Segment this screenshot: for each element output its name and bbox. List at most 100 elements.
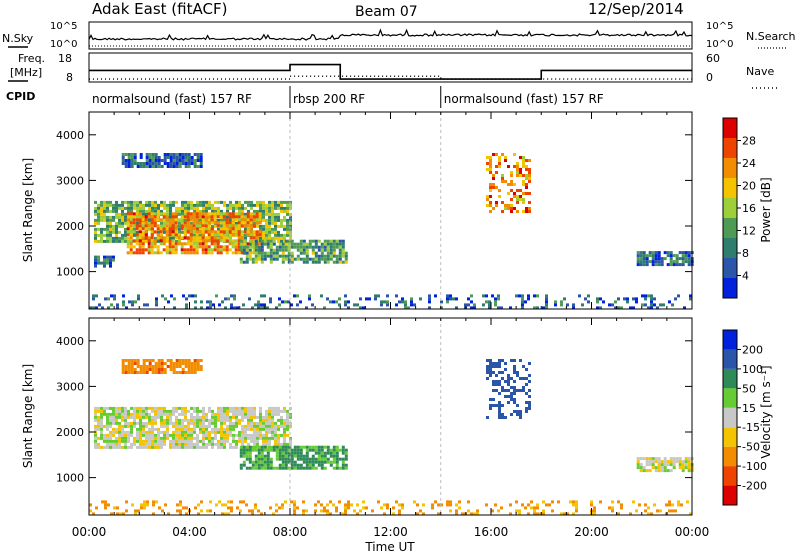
heatmap-cell: [654, 457, 658, 461]
heatmap-cell: [305, 257, 309, 261]
heatmap-cell: [326, 503, 329, 507]
heatmap-cell: [214, 427, 217, 431]
heatmap-cell: [115, 221, 118, 225]
heatmap-cell: [326, 239, 330, 243]
heatmap-cell: [124, 215, 127, 219]
x-tick-label: 00:00: [675, 525, 710, 539]
colorbar-swatch: [723, 198, 737, 218]
heatmap-cell: [551, 509, 554, 513]
heatmap-cell: [200, 509, 203, 513]
heatmap-cell: [185, 512, 188, 516]
heatmap-cell: [495, 204, 498, 207]
heatmap-cell: [275, 448, 279, 452]
heatmap-cell: [124, 359, 128, 362]
nsearch-tick-high: 10^5: [706, 21, 733, 32]
heatmap-cell: [672, 457, 676, 461]
heatmap-cell: [147, 236, 151, 240]
heatmap-cell: [246, 218, 250, 222]
heatmap-cell: [254, 242, 258, 246]
x-tick-label: 16:00: [474, 525, 509, 539]
heatmap-cell: [254, 448, 258, 452]
heatmap-cell: [286, 233, 289, 237]
heatmap-cell: [528, 395, 531, 398]
heatmap-cell: [642, 469, 646, 473]
heatmap-cell: [172, 236, 175, 240]
heatmap-cell: [654, 460, 658, 464]
heatmap-cell: [139, 406, 142, 410]
heatmap-cell: [154, 206, 157, 210]
heatmap-cell: [687, 463, 691, 467]
heatmap-cell: [259, 412, 262, 416]
heatmap-cell: [250, 406, 253, 410]
heatmap-cell: [241, 209, 244, 213]
heatmap-cell: [272, 448, 276, 452]
heatmap-cell: [97, 221, 100, 225]
heatmap-cell: [142, 162, 146, 165]
heatmap-cell: [455, 512, 458, 516]
heatmap-cell: [320, 460, 324, 464]
heatmap-cell: [242, 242, 246, 246]
heatmap-cell: [254, 466, 258, 470]
heatmap-cell: [109, 264, 112, 268]
heatmap-cell: [446, 500, 449, 504]
heatmap-cell: [135, 227, 139, 231]
heatmap-cell: [660, 263, 664, 267]
heatmap-cell: [281, 300, 284, 304]
heatmap-cell: [169, 206, 172, 210]
heatmap-cell: [242, 454, 246, 458]
heatmap-cell: [308, 448, 312, 452]
heatmap-cell: [167, 300, 170, 304]
heatmap-cell: [130, 203, 133, 207]
heatmap-cell: [362, 500, 365, 504]
heatmap-cell: [160, 221, 163, 225]
heatmap-cell: [269, 248, 273, 252]
heatmap-cell: [260, 445, 264, 449]
heatmap-cell: [476, 512, 479, 516]
heatmap-cell: [148, 153, 152, 156]
heatmap-cell: [251, 306, 254, 310]
heatmap-cell: [112, 215, 115, 219]
heatmap-cell: [171, 233, 175, 237]
heatmap-cell: [181, 371, 185, 374]
heatmap-cell: [287, 260, 291, 264]
heatmap-cell: [182, 506, 185, 510]
heatmap-cell: [196, 159, 200, 162]
heatmap-cell: [299, 251, 303, 255]
heatmap-cell: [199, 227, 202, 231]
heatmap-cell: [672, 466, 676, 470]
heatmap-cell: [223, 203, 226, 207]
heatmap-cell: [217, 236, 220, 240]
heatmap-cell: [193, 415, 196, 419]
heatmap-cell: [260, 512, 263, 516]
heatmap-cell: [501, 404, 504, 407]
heatmap-cell: [121, 427, 124, 431]
heatmap-cell: [452, 297, 455, 301]
heatmap-cell: [247, 442, 250, 446]
heatmap-cell: [162, 242, 166, 246]
heatmap-cell: [268, 427, 271, 431]
heatmap-cell: [269, 300, 272, 304]
heatmap-cell: [92, 512, 95, 516]
heatmap-cell: [386, 294, 389, 298]
heatmap-cell: [632, 306, 635, 310]
heatmap-cell: [283, 227, 286, 231]
heatmap-cell: [629, 512, 632, 516]
heatmap-cell: [507, 380, 510, 383]
heatmap-cell: [229, 203, 232, 207]
heatmap-cell: [220, 421, 223, 425]
heatmap-cell: [139, 365, 143, 368]
heatmap-cell: [121, 159, 125, 162]
heatmap-cell: [262, 203, 265, 207]
heatmap-cell: [260, 245, 264, 249]
heatmap-cell: [684, 463, 688, 467]
heatmap-cell: [121, 365, 125, 368]
heatmap-cell: [237, 218, 241, 222]
heatmap-cell: [172, 409, 175, 413]
heatmap-cell: [178, 412, 181, 416]
heatmap-cell: [501, 180, 504, 183]
heatmap-cell: [148, 406, 151, 410]
heatmap-cell: [262, 424, 265, 428]
heatmap-cell: [174, 230, 178, 234]
heatmap-cell: [211, 206, 214, 210]
heatmap-cell: [118, 430, 121, 434]
